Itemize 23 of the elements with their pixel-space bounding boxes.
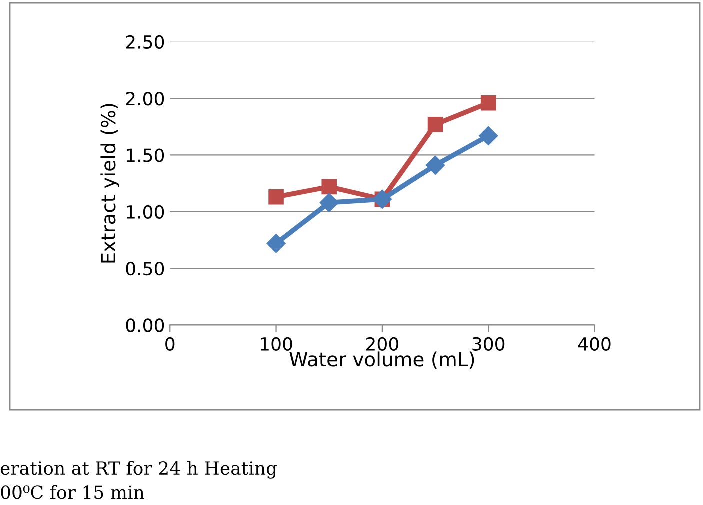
point [322, 179, 337, 195]
point [266, 234, 286, 254]
x-tick-label: 100 [261, 337, 292, 351]
point [479, 126, 498, 146]
y-tick-label: 0.50 [126, 262, 164, 276]
y-tick-label: 0.00 [126, 318, 164, 332]
point [428, 117, 444, 132]
text: 00⁰C for 15 min [1, 485, 144, 500]
y-tick-label: 2.00 [126, 92, 164, 106]
y-tick-label: 2.50 [126, 35, 164, 50]
point [426, 156, 446, 175]
point [320, 193, 339, 212]
x-tick-label: 400 [578, 337, 611, 351]
y-tick-label: 1.00 [127, 205, 164, 220]
x-tick-label: 0 [166, 337, 175, 351]
x-tick-label: 200 [366, 337, 398, 351]
y-axis-title: Extract yield (%) [100, 104, 120, 263]
point [480, 95, 496, 111]
point [268, 190, 284, 205]
text: eration at RT for 24 h Heating [0, 461, 278, 479]
x-tick-label: 300 [472, 337, 505, 351]
x-axis-title: Water volume (mL) [290, 352, 474, 370]
y-tick-label: 1.50 [127, 148, 164, 162]
